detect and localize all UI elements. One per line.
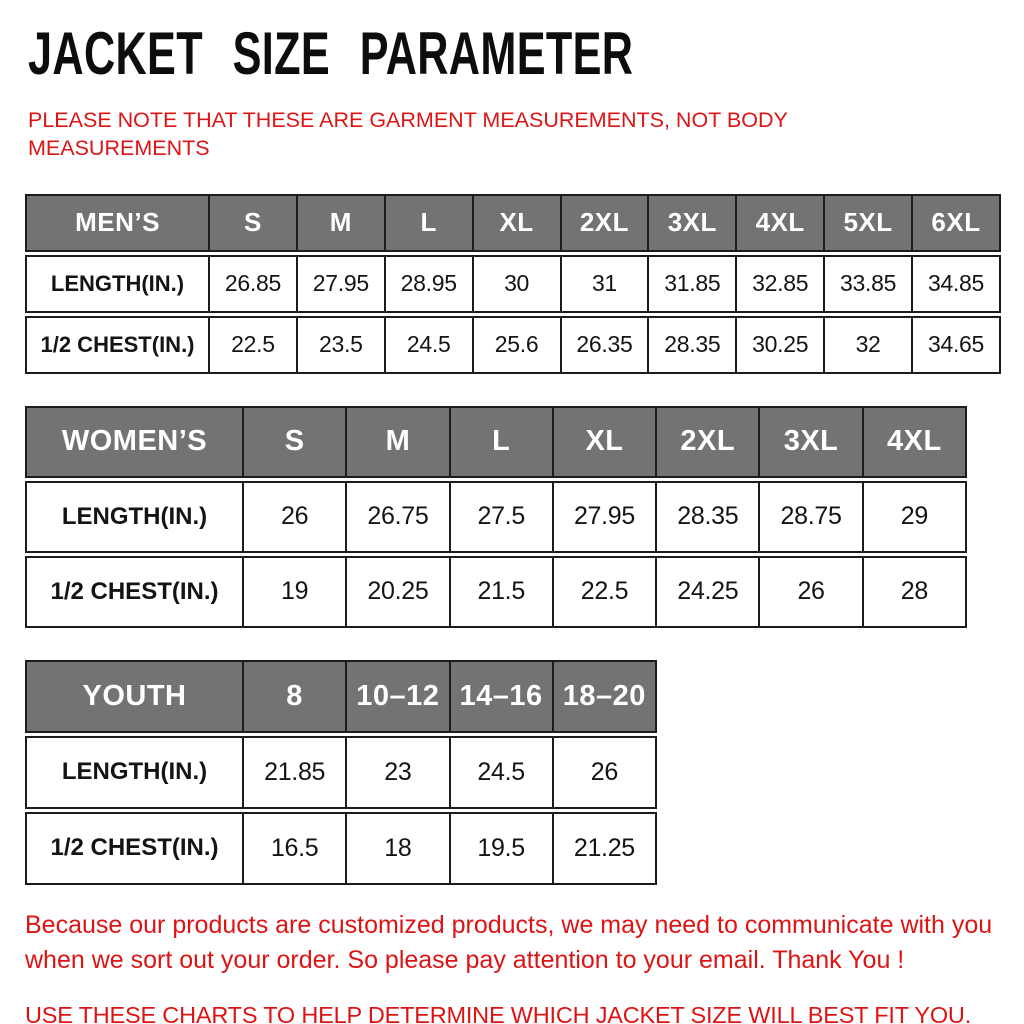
measurement-value: 27.5	[450, 480, 554, 553]
measurement-value: 18	[347, 811, 451, 885]
measurement-value: 30	[473, 254, 562, 313]
chart-usage-note: USE THESE CHARTS TO HELP DETERMINE WHICH…	[25, 1001, 972, 1024]
measurement-value: 22.5	[210, 315, 298, 374]
measurement-value: 29	[863, 480, 967, 553]
measurement-value: 22.5	[553, 555, 658, 628]
table-category-cell: WOMEN’S	[25, 405, 244, 478]
measurement-row: LENGTH(IN.) 26 26.75 27.5 27.95 28.35 28.75 29	[25, 480, 967, 553]
size-column-header: 10–12	[347, 659, 451, 733]
measurement-row-label: LENGTH(IN.)	[25, 480, 244, 553]
measurement-value: 19	[244, 555, 348, 628]
size-header-row: YOUTH 8 10–12 14–16 18–20	[25, 659, 657, 733]
measurement-row: 1/2 CHEST(IN.) 19 20.25 21.5 22.5 24.25 26 28	[25, 555, 967, 628]
size-header-row: MEN’S S M L XL 2XL 3XL 4XL 5XL 6XL	[25, 193, 1001, 252]
measurement-value: 27.95	[553, 480, 658, 553]
table-category-cell: MEN’S	[25, 193, 210, 252]
size-column-header: 2XL	[561, 193, 650, 252]
size-column-header: S	[244, 405, 348, 478]
measurement-value: 26	[244, 480, 348, 553]
measurement-row: LENGTH(IN.) 26.85 27.95 28.95 30 31 31.85 32.85…	[25, 254, 1001, 313]
measurement-value: 32	[825, 315, 913, 374]
size-column-header: 8	[244, 659, 348, 733]
measurement-row-label: 1/2 CHEST(IN.)	[25, 315, 210, 374]
measurement-value: 28.75	[760, 480, 864, 553]
measurement-value: 23.5	[297, 315, 386, 374]
size-column-header: L	[385, 193, 474, 252]
measurement-value: 34.65	[913, 315, 1001, 374]
size-column-header: S	[210, 193, 298, 252]
size-column-header: 4XL	[863, 405, 967, 478]
customization-note-line1: Because our products are customized prod…	[25, 910, 993, 939]
size-column-header: 2XL	[657, 405, 761, 478]
measurement-value: 31.85	[649, 254, 738, 313]
measurement-value: 28.35	[649, 315, 738, 374]
measurement-value: 25.6	[473, 315, 562, 374]
size-column-header: 4XL	[737, 193, 826, 252]
garment-measurement-note: PLEASE NOTE THAT THESE ARE GARMENT MEASU…	[28, 106, 1024, 163]
garment-measurement-note-line2: MEASUREMENTS	[28, 136, 210, 161]
size-column-header: L	[450, 405, 554, 478]
measurement-value: 19.5	[450, 811, 554, 885]
measurement-row: LENGTH(IN.) 21.85 23 24.5 26	[25, 735, 657, 809]
measurement-value: 28.35	[657, 480, 761, 553]
measurement-value: 26.75	[347, 480, 451, 553]
measurement-value: 34.85	[913, 254, 1001, 313]
garment-measurement-note-line1: PLEASE NOTE THAT THESE ARE GARMENT MEASU…	[28, 108, 788, 132]
measurement-row-label: 1/2 CHEST(IN.)	[25, 811, 244, 885]
measurement-value: 31	[561, 254, 650, 313]
table-category-cell: YOUTH	[25, 659, 244, 733]
size-column-header: XL	[553, 405, 658, 478]
page-title: JACKET SIZE PARAMETER	[28, 20, 634, 87]
size-column-header: M	[297, 193, 386, 252]
measurement-value: 28	[863, 555, 967, 628]
measurement-value: 30.25	[737, 315, 826, 374]
measurement-value: 21.5	[450, 555, 554, 628]
womens-size-table: WOMEN’S S M L XL 2XL 3XL 4XL LENGTH(IN.) 26 26.75 2…	[25, 403, 967, 631]
measurement-value: 26.35	[561, 315, 650, 374]
measurement-row-label: LENGTH(IN.)	[25, 735, 244, 809]
measurement-value: 20.25	[347, 555, 451, 628]
measurement-value: 24.25	[657, 555, 761, 628]
size-column-header: M	[347, 405, 451, 478]
measurement-value: 26.85	[210, 254, 298, 313]
measurement-row: 1/2 CHEST(IN.) 22.5 23.5 24.5 25.6 26.35 28.35…	[25, 315, 1001, 374]
measurement-value: 16.5	[244, 811, 348, 885]
measurement-value: 21.85	[244, 735, 348, 809]
size-column-header: 3XL	[649, 193, 738, 252]
measurement-value: 33.85	[825, 254, 913, 313]
size-column-header: 5XL	[825, 193, 913, 252]
measurement-value: 26	[760, 555, 864, 628]
size-column-header: 3XL	[760, 405, 864, 478]
size-column-header: 14–16	[450, 659, 554, 733]
size-column-header: 18–20	[553, 659, 657, 733]
measurement-row-label: 1/2 CHEST(IN.)	[25, 555, 244, 628]
measurement-row: 1/2 CHEST(IN.) 16.5 18 19.5 21.25	[25, 811, 657, 885]
customization-communication-note: Because our products are customized prod…	[25, 908, 1024, 978]
measurement-value: 24.5	[450, 735, 554, 809]
measurement-value: 28.95	[385, 254, 474, 313]
measurement-value: 21.25	[553, 811, 657, 885]
measurement-value: 23	[347, 735, 451, 809]
mens-size-table: MEN’S S M L XL 2XL 3XL 4XL 5XL 6XL LENGTH(IN.) 26.8…	[25, 191, 1001, 377]
measurement-value: 26	[553, 735, 657, 809]
measurement-value: 27.95	[297, 254, 386, 313]
measurement-value: 32.85	[737, 254, 826, 313]
size-column-header: XL	[473, 193, 562, 252]
measurement-row-label: LENGTH(IN.)	[25, 254, 210, 313]
youth-size-table: YOUTH 8 10–12 14–16 18–20 LENGTH(IN.) 21.85 23 2…	[25, 657, 657, 888]
customization-note-line2: when we sort out your order. So please p…	[25, 945, 905, 974]
size-header-row: WOMEN’S S M L XL 2XL 3XL 4XL	[25, 405, 967, 478]
size-column-header: 6XL	[913, 193, 1001, 252]
measurement-value: 24.5	[385, 315, 474, 374]
